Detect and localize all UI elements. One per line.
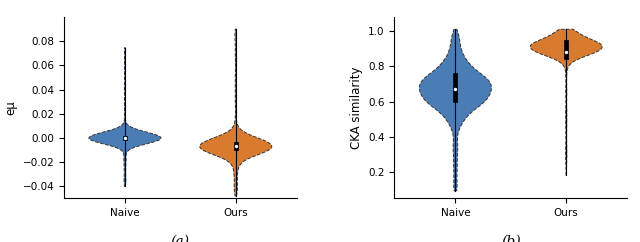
- Bar: [564, 40, 568, 59]
- Point: [120, 136, 130, 140]
- Point: [230, 144, 241, 148]
- Point: [451, 87, 461, 91]
- Bar: [454, 73, 458, 102]
- Point: [561, 50, 572, 54]
- Y-axis label: eμ: eμ: [4, 100, 17, 115]
- Text: (a): (a): [171, 235, 190, 242]
- Bar: [123, 136, 127, 140]
- Y-axis label: CKA similarity: CKA similarity: [349, 67, 363, 149]
- Text: (b): (b): [501, 235, 521, 242]
- Bar: [234, 142, 237, 150]
